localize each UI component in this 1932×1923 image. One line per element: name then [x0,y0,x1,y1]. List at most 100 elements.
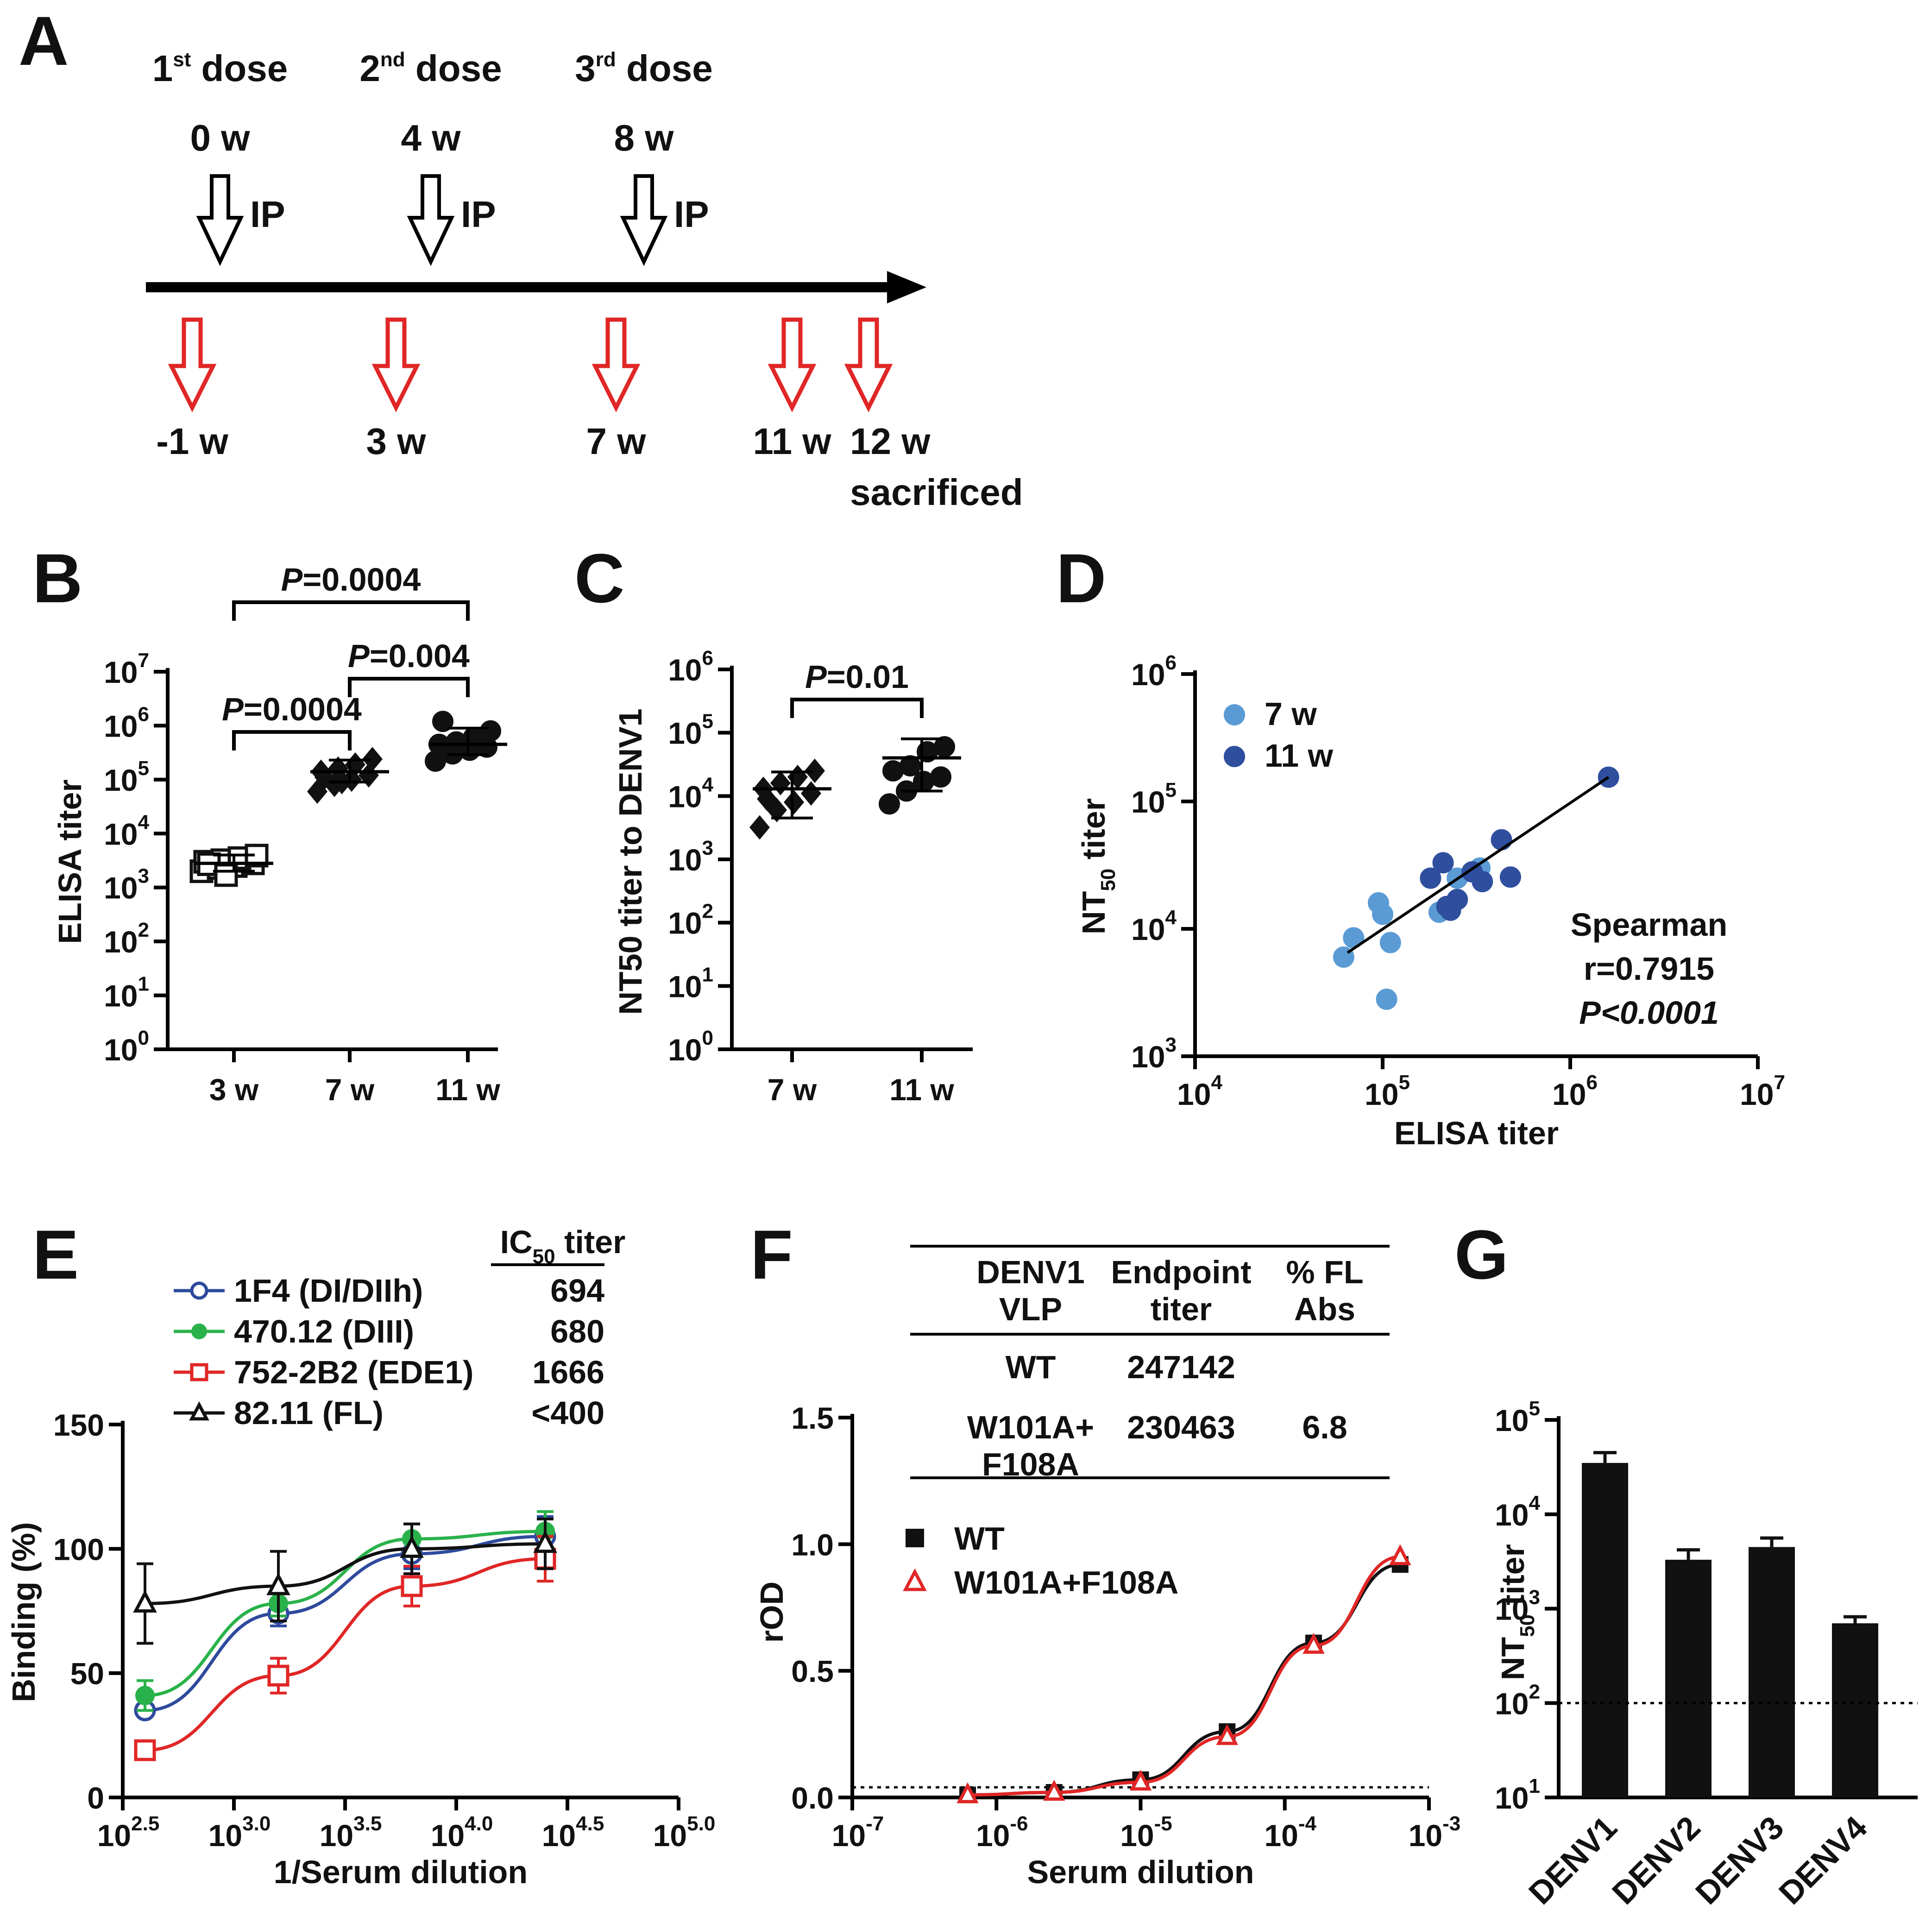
y-tick-label-d-base: 10 [1131,912,1165,946]
scatter-point-d-7w [1372,903,1393,925]
table-header: % FL [1286,1254,1363,1290]
y-tick-label-g-base: 10 [1495,1498,1529,1532]
panel-label-e: E [32,1216,79,1293]
dose-number: 2 [359,48,380,89]
x-tick-label-e-exp: 4.0 [465,1812,493,1835]
data-point-f [1216,1724,1239,1745]
x-tick-label-b: 3 w [209,1072,259,1107]
dose-label-2: 2nd dose [359,48,502,89]
data-point-e [133,1589,157,1613]
y-tick-label-c-exp: 5 [702,710,713,733]
x-tick-label-f-base: 10 [1409,1818,1442,1853]
y-tick-label-c-base: 10 [668,716,702,750]
x-tick-label-e-base: 10 [542,1818,576,1853]
x-tick-label-b: 7 w [325,1072,375,1107]
data-point-f [957,1782,979,1803]
significance-bracket-b [348,677,470,697]
bleed-time-1: -1 w [156,421,228,462]
x-tick-label-f: 10-5 [1120,1812,1172,1853]
y-tick-label-g: 104 [1495,1492,1540,1532]
bleed-arrow-5 [844,317,893,413]
y-tick-label-b-exp: 2 [138,919,149,941]
legend-marker-e [190,1281,208,1300]
y-tick-label-c: 102 [668,900,713,940]
y-tick-label-b-base: 10 [104,1033,138,1067]
y-tick-label-d: 105 [1131,779,1177,819]
data-point-c [784,790,804,814]
legend-marker-f [903,1568,927,1591]
y-tick-label-b-exp: 1 [138,973,149,996]
y-axis-title-b: ELISA titer [52,779,88,944]
y-tick-label-e: 150 [53,1408,104,1442]
data-point-f [1303,1633,1325,1654]
y-tick-label-d-base: 10 [1131,1040,1165,1074]
y-tick-label-c-base: 10 [668,1033,702,1067]
p-rest: =0.0004 [244,691,362,727]
scatter-point-d-7w [1379,932,1401,953]
x-tick-label-d-exp: 4 [1211,1071,1222,1094]
x-tick-label-d: 104 [1177,1071,1222,1111]
x-tick-label-d-base: 10 [1740,1077,1774,1111]
y-tick-label-b: 101 [104,973,149,1013]
y-tick-label-b: 107 [104,649,149,689]
y-tick-label-g-base: 10 [1495,1686,1529,1721]
y-tick-label-g-exp: 4 [1529,1492,1541,1514]
data-point-c [749,815,770,840]
y-tick-label-b-base: 10 [104,979,138,1013]
x-tick-label-f: 10-6 [976,1812,1028,1853]
x-tick-label-e-exp: 2.5 [131,1812,159,1835]
x-axis-title-e: 1/Serum dilution [274,1854,528,1890]
y-axis-title-g: NT50 titer [1495,1544,1539,1680]
ic50-header: IC50 titer [500,1224,626,1268]
x-tick-label-d-base: 10 [1365,1077,1398,1111]
panel-label-g: G [1454,1216,1509,1293]
ic50-value-e: 1666 [532,1354,604,1390]
x-tick-label-d: 106 [1552,1071,1598,1111]
bleed-arrow-2 [371,317,421,413]
table-cell-titer: 230463 [1127,1409,1235,1445]
y-tick-label-c-base: 10 [668,653,702,687]
y-tick-label-g-exp: 5 [1529,1397,1540,1420]
scatter-point-d-11w [1420,867,1441,889]
x-tick-label-f: 10-7 [832,1812,884,1853]
data-point-b [307,779,327,804]
x-tick-label-e-base: 10 [320,1818,353,1853]
x-tick-label-f-exp: -4 [1298,1812,1317,1835]
table-cell-vlp: WT [1006,1349,1056,1385]
y-tick-label-c: 104 [668,773,713,813]
y-tick-label-c: 100 [668,1027,713,1067]
x-tick-label-f-exp: -6 [1010,1812,1028,1835]
series-curve-e [145,1557,546,1752]
stats-spearman: Spearman [1571,907,1727,943]
bleed-arrow-3 [592,317,641,413]
x-tick-label-g: DENV1 [1522,1809,1624,1911]
data-point-e [267,1664,289,1687]
y-tick-label-g-base: 10 [1495,1592,1529,1627]
x-tick-label-e: 103.0 [208,1812,271,1853]
x-tick-label-e-exp: 5.0 [687,1812,715,1835]
y-tick-label-d-base: 10 [1131,657,1165,692]
data-point-e [266,1572,290,1595]
x-tick-label-f: 10-4 [1264,1812,1316,1853]
y-tick-label-d-exp: 5 [1165,779,1177,801]
x-tick-label-f-base: 10 [832,1818,866,1853]
p-letter: P [348,638,370,674]
y-tick-label-b-exp: 3 [138,865,149,888]
y-tick-label-b-exp: 5 [138,757,149,780]
legend-label-e: 1F4 (DI/DIIh) [234,1273,423,1309]
significance-bracket-b [232,730,352,750]
table-cell-vlp: W101A+ [967,1409,1094,1445]
x-tick-label-e-exp: 4.5 [576,1812,604,1835]
y-tick-label-g-exp: 2 [1529,1680,1540,1703]
x-tick-label-d-exp: 5 [1398,1071,1410,1094]
dose-word: dose [616,48,713,89]
y-axis-title-e: Binding (%) [6,1522,42,1702]
scatter-point-d-11w [1432,852,1454,874]
series-curve-e [145,1542,546,1605]
y-tick-label-g-base: 10 [1495,1403,1529,1438]
x-tick-label-e: 105.0 [653,1812,716,1853]
panel-label-a: A [19,2,69,80]
x-tick-label-e: 104.5 [542,1812,604,1853]
data-point-f [1389,1544,1411,1565]
bleed-time-2: 3 w [366,421,427,462]
